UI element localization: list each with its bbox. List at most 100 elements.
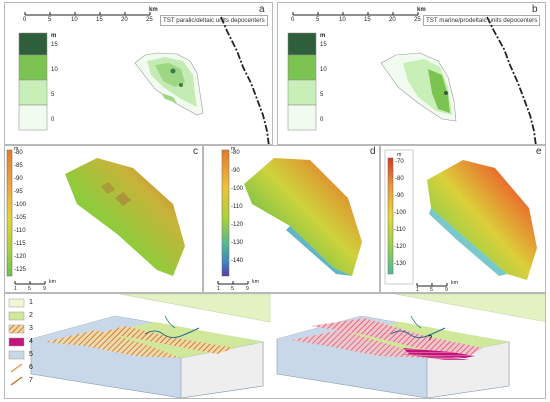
legend-number: 6 [29,364,33,371]
scale-tick: 1 [416,287,419,293]
map-a [18,12,270,144]
scale-unit: km [149,7,158,13]
depth-tick: -100 [231,186,244,192]
coastline [486,16,537,144]
scale-tick: 5 [231,286,234,292]
scale-tick: 0 [291,17,295,23]
depth-tick: -110 [394,227,406,233]
depth-tick: -85 [14,163,23,169]
depth-tick: -70 [395,159,404,165]
surface-c [6,149,185,285]
scale-tick: 5 [430,287,433,293]
scale-tick: 15 [96,17,103,23]
scale-tick: 1 [14,286,17,292]
depocenter-map [380,52,457,122]
scale-bar [24,12,151,16]
scale-unit: km [252,279,259,285]
depth-tick: -130 [231,240,244,246]
legend-number: 4 [29,338,33,345]
panel-letter: b [532,4,538,15]
block-diagram-right [276,315,510,398]
scale-tick: 10 [71,17,78,23]
surface-e [384,149,537,287]
depth-tick: -120 [231,222,244,228]
block-diagrams [8,294,545,398]
depth-surface [65,158,185,276]
scale-tick: 5 [48,17,52,23]
question-mark: ? [428,335,433,342]
scale-tick: 9 [445,287,448,293]
panel-e: e m -70 -80 -90 -100 -110 -120 -130 1 [380,145,546,293]
scale-bar [292,12,419,16]
legend-number: 3 [29,325,33,332]
depth-tick: -95 [14,189,23,195]
depth-unit: m [14,146,19,152]
scale-tick: 20 [121,17,128,23]
scale-tick: 5 [28,286,31,292]
panel-title: TST marine/prodeltaic units depocenters [423,15,541,26]
scale-bar-small [416,283,448,287]
depth-tick: -110 [231,204,243,210]
depth-tick: -100 [14,202,27,208]
legend-number: 2 [29,312,33,319]
color-ramp [221,149,230,277]
depth-tick: -90 [231,168,240,174]
depth-tick: -120 [394,244,407,250]
thickness-legend [287,32,317,131]
color-ramp [6,149,13,277]
depth-tick: -125 [14,267,27,273]
depth-tick: -130 [394,261,407,267]
scale-tick: 5 [316,17,320,23]
depth-unit: m [231,146,236,152]
depth-tick: -140 [231,258,244,264]
legend-number: 7 [29,377,33,384]
legend-f [8,298,25,386]
map-b [287,12,537,144]
panel-letter: d [370,146,376,157]
thickness-legend [18,32,48,131]
scale-tick: 0 [23,17,27,23]
panel-d: d m -80 -90 -100 -110 -120 -130 -140 1 5 [203,145,380,293]
legend-number: 5 [29,351,33,358]
scale-bar-small [217,281,249,285]
legend-unit: m [320,33,326,39]
panel-letter: e [536,146,542,157]
scale-tick: 25 [146,17,153,23]
panel-c: c m -80 -85 -90 -95 -100 -105 -110 -115 … [4,145,203,293]
depth-tick: -80 [395,176,404,182]
scale-unit: km [49,279,56,285]
panel-f: f [4,293,546,399]
depth-unit: m [397,152,402,158]
legend-label: 0 [51,117,55,123]
legend-number: 1 [29,299,33,306]
block-diagram-left [30,315,264,398]
depth-surface [244,158,362,276]
depth-tick: -110 [14,228,26,234]
depth-tick: -90 [14,176,23,182]
scale-tick: 15 [364,17,371,23]
depth-tick: -120 [14,254,27,260]
legend-label: 15 [320,42,327,48]
legend-label: 10 [320,67,327,73]
legend-unit: m [51,33,57,39]
scale-tick: 9 [43,286,46,292]
scale-unit: km [451,280,458,286]
depth-tick: -115 [14,241,26,247]
depth-tick: -105 [14,215,27,221]
scale-tick: 10 [339,17,346,23]
legend-label: 5 [320,92,324,98]
scale-bar-small [14,281,46,285]
panel-a: a TST paralic/deltaic units depocenters … [4,2,273,145]
coastline [220,16,270,144]
depth-tick: -100 [394,210,407,216]
depth-tick: -90 [395,193,404,199]
scale-tick: 25 [414,17,421,23]
scale-tick: 20 [389,17,396,23]
color-ramp [387,157,394,275]
panel-b: b TST marine/prodeltaic units depocenter… [277,2,546,145]
surface-d [217,149,362,285]
depth-surface [427,160,537,280]
panel-letter: a [259,4,265,15]
legend-label: 5 [51,92,55,98]
legend-label: 15 [51,42,58,48]
